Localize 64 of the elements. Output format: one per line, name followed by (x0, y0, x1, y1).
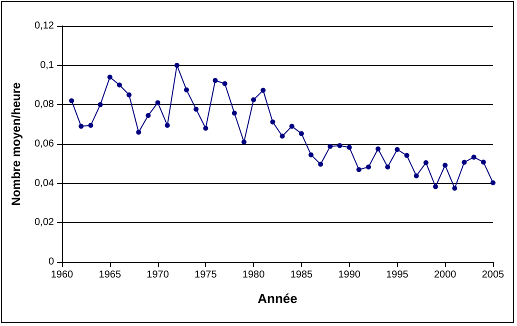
point (452, 186, 458, 191)
point (184, 87, 190, 92)
point (414, 173, 419, 178)
y-tick-label: 0,02 (34, 217, 54, 228)
point (394, 147, 400, 152)
point (107, 74, 112, 80)
point (260, 88, 266, 93)
point (471, 154, 476, 160)
point (462, 160, 467, 165)
y-tick-label: 0,12 (34, 20, 54, 32)
x-tick-label: 1980 (242, 270, 266, 280)
point (146, 112, 151, 118)
point (337, 143, 342, 148)
y-axis-title: Nombre moyen/heure (9, 82, 23, 206)
point (222, 81, 228, 86)
point (194, 106, 199, 112)
point (298, 131, 304, 136)
point (328, 144, 333, 149)
point (203, 126, 208, 131)
point (270, 119, 276, 124)
y-tick-label: 0 (48, 256, 54, 268)
point (366, 164, 371, 170)
point (385, 164, 390, 170)
x-tick-label: 1975 (194, 270, 218, 280)
x-tick-label: 1985 (290, 270, 314, 280)
x-tick-label: 1965 (98, 270, 122, 280)
point (155, 100, 160, 106)
point (376, 146, 381, 152)
point (136, 130, 142, 135)
point (318, 162, 324, 167)
point (116, 82, 122, 88)
point (423, 160, 428, 166)
point (98, 102, 103, 108)
x-tick-label: 2005 (482, 270, 505, 280)
point (433, 184, 438, 190)
point (289, 124, 294, 129)
x-tick-label: 1970 (146, 270, 170, 280)
point (241, 140, 246, 145)
point (404, 152, 410, 158)
x-tick-label: 1990 (338, 270, 361, 280)
point (251, 97, 256, 102)
point (174, 62, 180, 68)
point (164, 122, 170, 128)
point (88, 122, 94, 128)
x-tick-label: 2000 (434, 270, 457, 280)
point (69, 98, 74, 104)
y-tick-label: 0,1 (40, 60, 54, 71)
x-tick-label: 1960 (50, 270, 74, 280)
y-tick-label: 0,08 (34, 99, 54, 110)
point (212, 78, 218, 83)
x-axis-title: Année (258, 291, 298, 306)
point (442, 162, 448, 168)
point (78, 124, 84, 129)
point (308, 152, 314, 158)
point (346, 144, 352, 150)
y-tick-label: 0,06 (34, 138, 54, 150)
point (480, 160, 486, 165)
y-tick-label: 0,04 (34, 178, 54, 189)
point (280, 134, 285, 139)
point (490, 180, 496, 186)
point (126, 92, 132, 98)
point (232, 110, 237, 116)
point (356, 167, 362, 172)
x-tick-label: 1995 (386, 270, 409, 280)
